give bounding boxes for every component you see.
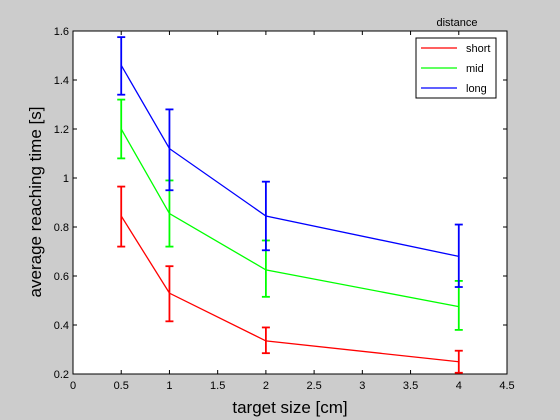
legend-title: distance	[437, 17, 478, 29]
y-tick-label: 1	[63, 173, 69, 185]
legend-label-short: short	[466, 43, 490, 55]
series-line-mid	[120, 128, 459, 308]
x-tick-label: 1.5	[210, 380, 225, 392]
y-tick-label: 1.4	[54, 75, 69, 87]
x-tick-label: 4	[456, 380, 462, 392]
y-tick-label: 1.2	[54, 124, 69, 136]
y-tick-label: 1.6	[54, 26, 69, 38]
x-tick-label: 4.5	[499, 380, 514, 392]
error-bar-long	[117, 36, 126, 96]
y-tick-label: 0.2	[54, 369, 69, 381]
y-tick-label: 0.4	[54, 320, 69, 332]
error-bar-long	[165, 108, 174, 192]
legend-label-long: long	[466, 83, 487, 95]
legend: short mid long	[415, 37, 497, 99]
error-bar-short	[165, 265, 174, 323]
x-tick-label: 0.5	[114, 380, 129, 392]
axis-ticks: 0 0.5 1 1.5 2 2.5 3 3.5 4 4.5 0.2 0.4 0.6 0.8 1 1.2 1.4 1…	[54, 26, 515, 392]
error-bar-short	[454, 349, 463, 374]
x-tick-label: 1	[166, 380, 172, 392]
error-bar-mid	[117, 98, 126, 160]
series-long	[117, 36, 463, 288]
x-tick-label: 3.5	[403, 380, 418, 392]
series-short	[117, 185, 463, 374]
x-tick-label: 2.5	[306, 380, 321, 392]
x-tick-label: 2	[263, 380, 269, 392]
error-bar-short	[261, 326, 270, 355]
series-line-long	[120, 64, 459, 258]
error-bar-long	[261, 180, 270, 252]
y-tick-label: 0.8	[54, 222, 69, 234]
series-lines	[117, 36, 463, 374]
y-tick-label: 0.6	[54, 271, 69, 283]
error-bar-long	[454, 223, 463, 288]
y-axis-title: average reaching time [s]	[26, 107, 45, 298]
legend-label-mid: mid	[466, 63, 484, 75]
error-bar-short	[117, 185, 126, 248]
x-tick-label: 3	[359, 380, 365, 392]
x-axis-title: target size [cm]	[232, 398, 347, 417]
x-tick-label: 0	[70, 380, 76, 392]
series-line-short	[120, 215, 459, 363]
